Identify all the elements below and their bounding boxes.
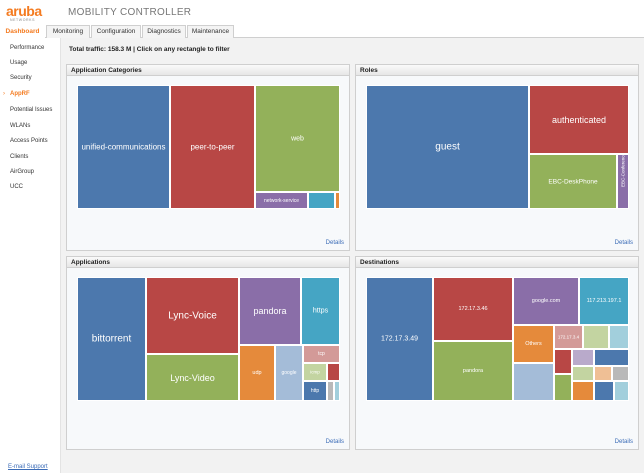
tile-ip-172-17-3-46[interactable]: 172.17.3.46 bbox=[433, 277, 513, 341]
sidebar-item-potential-issues[interactable]: Potential Issues bbox=[10, 107, 53, 113]
panel-destinations: Destinations 172.17.3.49 172.17.3.46 pan… bbox=[355, 256, 639, 450]
sidebar-item-usage[interactable]: Usage bbox=[10, 60, 28, 66]
details-link[interactable]: Details bbox=[325, 240, 344, 246]
panel-roles: Roles guest authenticated EBC-DeskPhone … bbox=[355, 64, 639, 251]
logo-subtitle: NETWORKS bbox=[10, 18, 36, 22]
tile-destination-small-2[interactable] bbox=[609, 325, 629, 349]
panel-applications: Applications bittorrent Lync-Voice Lync-… bbox=[66, 256, 350, 450]
tab-diagnostics[interactable]: Diagnostics bbox=[142, 25, 186, 38]
tile-destination-small-4[interactable] bbox=[554, 349, 572, 374]
tile-google[interactable]: google bbox=[275, 345, 303, 401]
sidebar: Performance Usage Security › AppRF Poten… bbox=[0, 38, 61, 473]
tile-destination-small-3[interactable] bbox=[513, 363, 554, 401]
tile-lync-voice[interactable]: Lync-Voice bbox=[146, 277, 239, 354]
tile-app-small-2[interactable] bbox=[327, 381, 334, 401]
tile-ip-172-17-3-49[interactable]: 172.17.3.49 bbox=[366, 277, 433, 401]
tab-configuration[interactable]: Configuration bbox=[91, 25, 141, 38]
tab-maintenance[interactable]: Maintenance bbox=[187, 25, 234, 38]
sidebar-item-airgroup[interactable]: AirGroup bbox=[10, 169, 35, 175]
tile-bittorrent[interactable]: bittorrent bbox=[77, 277, 146, 401]
panel-application-categories: Application Categories unified-communica… bbox=[66, 64, 350, 251]
aruba-logo[interactable]: aruba NETWORKS bbox=[6, 3, 50, 23]
tile-destination-small-5[interactable] bbox=[572, 349, 594, 366]
tile-tcp[interactable]: tcp bbox=[303, 345, 340, 363]
treemap-applications: bittorrent Lync-Voice Lync-Video pandora… bbox=[77, 277, 340, 401]
tile-guest[interactable]: guest bbox=[366, 85, 529, 209]
tile-pandora[interactable]: pandora bbox=[239, 277, 301, 345]
details-link[interactable]: Details bbox=[614, 439, 633, 445]
tile-udp[interactable]: udp bbox=[239, 345, 275, 401]
tile-https[interactable]: https bbox=[301, 277, 340, 345]
sidebar-item-wlans[interactable]: WLANs bbox=[10, 123, 31, 129]
tile-destination-small-11[interactable] bbox=[572, 381, 594, 401]
tile-icmp[interactable]: icmp bbox=[303, 363, 327, 381]
tab-monitoring[interactable]: Monitoring bbox=[46, 25, 90, 38]
panel-title: Roles bbox=[356, 65, 638, 76]
sidebar-item-performance[interactable]: Performance bbox=[10, 45, 45, 51]
tile-google-com[interactable]: google.com bbox=[513, 277, 579, 325]
tile-destination-small-8[interactable] bbox=[572, 366, 594, 381]
details-link[interactable]: Details bbox=[614, 240, 633, 246]
panel-title: Applications bbox=[67, 257, 349, 268]
sidebar-item-access-points[interactable]: Access Points bbox=[10, 138, 48, 144]
treemap-application-categories: unified-communications peer-to-peer web … bbox=[77, 85, 340, 209]
tile-network-service[interactable]: network-service bbox=[255, 192, 308, 209]
tile-ip-172-17-3-4[interactable]: 172.17.3.4 bbox=[554, 325, 583, 349]
tile-ebc-conference[interactable]: EBC-Conference bbox=[617, 154, 629, 209]
tile-app-category-small-1[interactable] bbox=[308, 192, 335, 209]
tile-app-small-3[interactable] bbox=[334, 381, 340, 401]
chevron-right-icon: › bbox=[3, 91, 5, 97]
details-link[interactable]: Details bbox=[325, 439, 344, 445]
tile-http[interactable]: http bbox=[303, 381, 327, 401]
tab-dashboard[interactable]: Dashboard bbox=[0, 25, 45, 38]
tile-ip-117-213-197-1[interactable]: 117.213.197.1 bbox=[579, 277, 629, 325]
sidebar-item-security[interactable]: Security bbox=[10, 75, 32, 81]
total-traffic-label: Total traffic: 158.3 M | Click on any re… bbox=[69, 46, 230, 53]
treemap-destinations: 172.17.3.49 172.17.3.46 pandora google.c… bbox=[366, 277, 629, 401]
tile-destination-small-9[interactable] bbox=[594, 366, 612, 381]
tile-app-small-1[interactable] bbox=[327, 363, 340, 381]
tile-app-category-small-2[interactable] bbox=[335, 192, 340, 209]
tile-ebc-deskphone[interactable]: EBC-DeskPhone bbox=[529, 154, 617, 209]
main-content: Total traffic: 158.3 M | Click on any re… bbox=[61, 38, 644, 473]
tile-authenticated[interactable]: authenticated bbox=[529, 85, 629, 154]
logo-wordmark: aruba bbox=[6, 3, 42, 19]
tile-destination-small-10[interactable] bbox=[612, 366, 629, 381]
tile-destination-small-7[interactable] bbox=[554, 374, 572, 401]
header: aruba NETWORKS MOBILITY CONTROLLER bbox=[0, 0, 644, 26]
panel-title: Destinations bbox=[356, 257, 638, 268]
sidebar-item-apprf[interactable]: AppRF bbox=[10, 91, 30, 97]
panel-title: Application Categories bbox=[67, 65, 349, 76]
app-title: MOBILITY CONTROLLER bbox=[68, 7, 192, 18]
tile-web[interactable]: web bbox=[255, 85, 340, 192]
main-tabs: Dashboard Monitoring Configuration Diagn… bbox=[0, 25, 644, 38]
tile-destination-small-13[interactable] bbox=[614, 381, 629, 401]
tile-destination-small-12[interactable] bbox=[594, 381, 614, 401]
sidebar-item-clients[interactable]: Clients bbox=[10, 154, 29, 160]
treemap-roles: guest authenticated EBC-DeskPhone EBC-Co… bbox=[366, 85, 629, 209]
tile-others[interactable]: Others bbox=[513, 325, 554, 363]
tile-peer-to-peer[interactable]: peer-to-peer bbox=[170, 85, 255, 209]
tile-pandora-destination[interactable]: pandora bbox=[433, 341, 513, 401]
tile-unified-communications[interactable]: unified-communications bbox=[77, 85, 170, 209]
email-support-link[interactable]: E-mail Support bbox=[8, 464, 48, 470]
sidebar-item-ucc[interactable]: UCC bbox=[10, 184, 23, 190]
tile-destination-small-6[interactable] bbox=[594, 349, 629, 366]
tile-destination-small-1[interactable] bbox=[583, 325, 609, 349]
tile-lync-video[interactable]: Lync-Video bbox=[146, 354, 239, 401]
